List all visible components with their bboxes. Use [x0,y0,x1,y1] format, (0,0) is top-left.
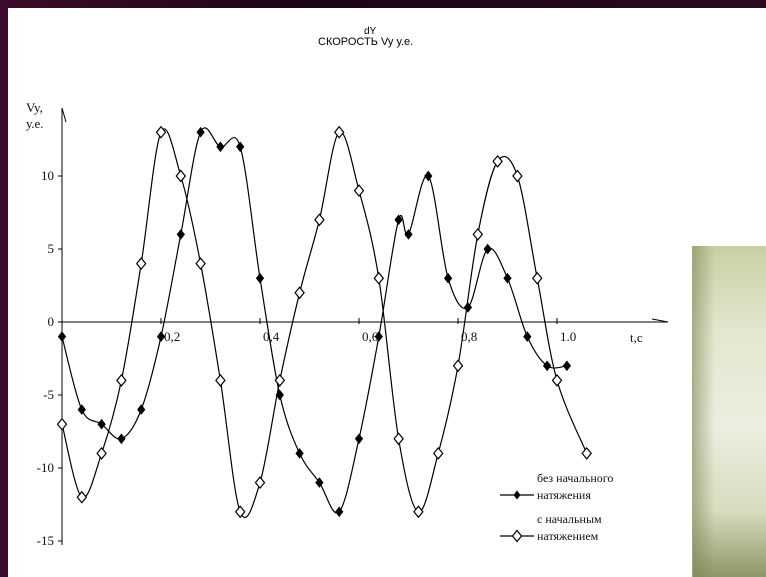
data-point-hollow [135,257,147,271]
x-tick-label: 1.0 [560,329,576,344]
data-point-filled [523,331,532,342]
legend-label-2: с начальным [537,512,602,526]
data-point-filled [424,170,433,182]
legend-label-2-cont: натяжением [537,529,599,543]
y-tick-label: -15 [37,533,54,548]
y-tick-label: -5 [43,387,54,402]
y-axis-label: Vy, [26,100,43,115]
data-point-filled [156,331,166,342]
data-point-filled [394,214,403,226]
data-point-hollow [551,373,563,387]
data-point-hollow [452,359,464,373]
data-point-hollow [353,184,365,198]
legend-marker-filled [513,490,521,500]
y-tick-label: 0 [48,314,55,329]
data-point-filled [97,418,106,430]
data-point-hollow [472,227,484,241]
data-point-hollow [254,476,266,490]
x-axis-label: t,с [630,330,643,345]
data-point-filled [137,404,146,415]
data-point-filled [404,229,413,240]
x-tick-label: 0,8 [461,329,477,344]
data-point-hollow [393,432,404,446]
data-point-hollow [116,373,127,387]
chart-title: СКОРОСТЬ Vy у.е. [318,36,413,48]
slide-content-panel [8,8,766,577]
data-point-filled [503,272,512,284]
legend-label-1: без начального [537,471,613,485]
chart-legend: без начального натяжения с начальным натяже… [500,471,613,543]
x-tick-label: 0,4 [263,329,280,344]
data-point-hollow [155,125,167,139]
series-line-2 [61,128,588,519]
data-point-filled [315,477,324,488]
legend-label-1-cont: натяжения [537,488,591,502]
chart-title-superscript: dY [364,26,377,37]
data-point-filled [57,331,67,342]
data-point-hollow [512,169,523,183]
data-point-filled [295,448,304,459]
x-axis-arrow [651,318,669,323]
y-axis-arrow [61,107,67,123]
data-point-hollow [234,505,246,519]
data-point-hollow [274,373,286,387]
data-point-filled [354,433,364,445]
data-point-hollow [581,446,592,460]
data-point-filled [335,506,344,518]
data-point-hollow [314,213,325,227]
chart-ticks: 10 5 0 -5 -10 -15 0,2 0,4 0,6 0,8 1.0 [37,168,577,548]
data-point-filled [117,433,126,445]
data-point-hollow [215,373,226,387]
data-point-filled [176,229,185,240]
x-tick-label: 0,2 [164,329,180,344]
data-point-hollow [56,417,68,431]
data-point-hollow [373,271,385,285]
partial-photo [692,246,766,577]
y-tick-label: 10 [41,168,54,183]
legend-marker-hollow [511,529,523,543]
y-axis-unit-label: у.е. [26,116,43,131]
data-point-hollow [294,286,305,300]
data-point-filled [255,272,265,284]
photo-shadow [693,246,715,577]
data-point-hollow [195,257,206,271]
data-point-filled [374,331,383,342]
data-point-hollow [175,169,187,183]
data-point-filled [236,141,245,153]
data-point-filled [196,126,205,138]
chart-series [56,125,592,519]
data-point-filled [562,360,572,372]
x-tick-label: 0,6 [362,329,379,344]
data-point-filled [77,404,86,415]
data-point-hollow [432,446,444,460]
data-point-hollow [76,490,88,504]
data-point-hollow [333,125,345,139]
data-point-filled [483,243,492,255]
data-point-hollow [413,505,424,519]
data-point-hollow [492,154,503,168]
y-tick-label: 5 [48,241,55,256]
chart-axes [61,107,669,545]
data-point-filled [542,360,552,372]
series-line-1 [61,127,567,514]
y-tick-label: -10 [37,460,54,475]
data-point-filled [216,141,225,153]
data-point-hollow [531,271,543,285]
data-point-hollow [96,446,107,460]
data-point-filled [443,272,453,284]
